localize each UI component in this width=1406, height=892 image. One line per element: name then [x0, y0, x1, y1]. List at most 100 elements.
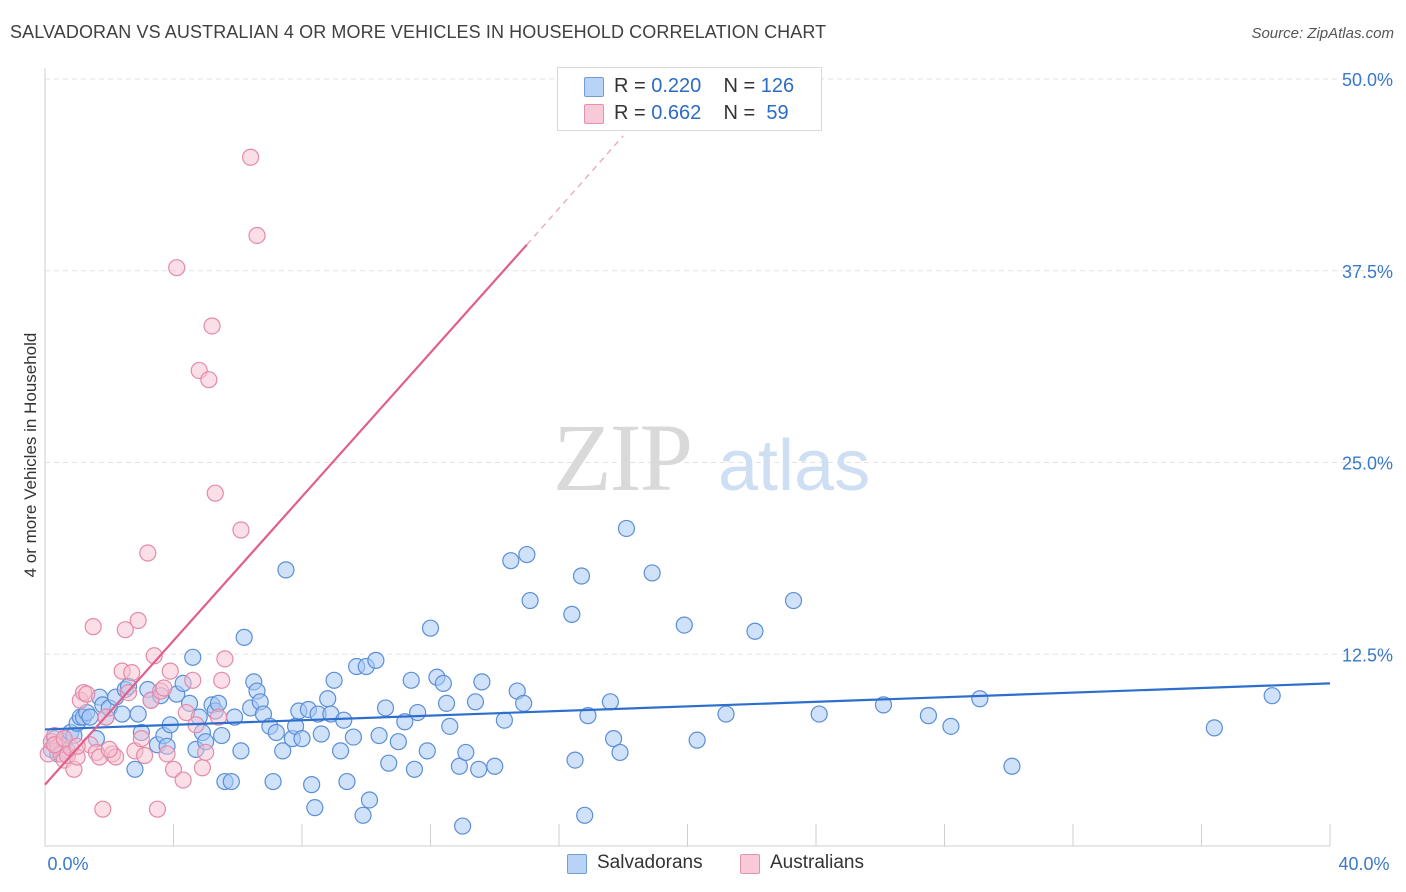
data-point-salvadorans [129, 705, 147, 723]
data-point-australians [248, 226, 266, 245]
data-point-salvadorans [402, 671, 420, 689]
watermark: ZIP atlas [553, 404, 870, 511]
data-point-australians [100, 740, 118, 758]
data-point-salvadorans [213, 726, 231, 745]
n-value: 126 [760, 75, 795, 97]
r-label: R = [614, 102, 652, 124]
data-point-salvadorans [264, 772, 282, 791]
data-point-salvadorans [454, 817, 472, 835]
data-point-australians [216, 650, 234, 668]
legend-swatch-blue [567, 854, 587, 874]
y-tick-label: 25.0% [1342, 454, 1393, 474]
r-value: 0.220 [651, 75, 702, 97]
data-point-salvadorans [502, 552, 520, 570]
r-label: R = [614, 75, 652, 97]
n-value: 59 [760, 102, 789, 124]
data-point-salvadorans [601, 693, 620, 711]
data-point-salvadorans [405, 760, 424, 778]
data-point-salvadorans [235, 628, 253, 646]
data-point-australians [193, 759, 212, 777]
data-point-salvadorans [325, 671, 343, 689]
data-point-salvadorans [521, 591, 539, 610]
data-point-australians [148, 800, 167, 818]
legend-label-australians: Australians [770, 852, 864, 873]
watermark-atlas: atlas [718, 426, 870, 506]
data-point-australians [68, 737, 86, 755]
data-point-salvadorans [486, 757, 504, 775]
data-point-salvadorans [335, 711, 353, 729]
series-legend: Salvadorans Australians [0, 852, 1406, 878]
data-point-salvadorans [473, 673, 491, 691]
data-point-australians [168, 259, 186, 277]
data-point-australians [197, 743, 215, 762]
y-tick-label: 37.5% [1342, 262, 1393, 282]
data-point-australians [78, 685, 96, 703]
data-point-australians [213, 671, 231, 689]
data-point-salvadorans [942, 717, 960, 735]
data-point-salvadorans [611, 743, 629, 762]
data-point-salvadorans [572, 567, 591, 585]
watermark-zip: ZIP [553, 404, 691, 511]
data-point-salvadorans [518, 545, 536, 564]
data-point-australians [232, 521, 250, 539]
data-point-salvadorans [919, 707, 938, 725]
legend-swatch-pink [584, 104, 604, 124]
data-point-salvadorans [746, 622, 764, 640]
data-point-salvadorans [184, 648, 202, 666]
data-point-salvadorans [457, 743, 475, 762]
data-point-australians [164, 760, 183, 778]
data-point-salvadorans [293, 730, 311, 748]
legend-label-salvadorans: Salvadorans [597, 852, 703, 873]
data-point-salvadorans [450, 757, 469, 775]
legend-swatch-blue [584, 77, 604, 97]
data-point-salvadorans [370, 726, 388, 745]
legend-swatch-pink [740, 854, 760, 874]
data-point-australians [129, 611, 147, 630]
y-tick-label: 50.0% [1342, 70, 1393, 90]
data-point-australians [139, 544, 157, 562]
data-point-salvadorans [605, 730, 623, 748]
n-label: N = [723, 102, 761, 124]
data-point-salvadorans [376, 699, 395, 717]
chart-title: SALVADORAN VS AUSTRALIAN 4 OR MORE VEHIC… [10, 22, 827, 42]
trend-lines [44, 135, 1331, 786]
axes [44, 68, 1331, 847]
data-point-salvadorans [344, 728, 362, 746]
data-point-salvadorans [409, 703, 427, 722]
data-point-australians [158, 745, 176, 763]
data-point-australians [116, 621, 134, 639]
data-point-salvadorans [437, 694, 456, 712]
data-point-salvadorans [643, 564, 661, 582]
data-point-australians [206, 484, 224, 502]
data-point-salvadorans [1003, 757, 1021, 775]
data-point-salvadorans [688, 731, 706, 749]
data-point-salvadorans [874, 696, 893, 714]
series-australians [39, 148, 266, 818]
data-point-salvadorans [717, 705, 735, 723]
data-point-salvadorans [277, 561, 295, 579]
data-point-salvadorans [232, 742, 250, 760]
data-point-salvadorans [617, 519, 636, 538]
data-point-salvadorans [354, 806, 372, 824]
data-point-australians [242, 148, 260, 166]
data-point-australians [209, 708, 228, 726]
data-point-salvadorans [360, 791, 379, 809]
data-point-salvadorans [1263, 687, 1281, 705]
r-value: 0.662 [651, 102, 702, 124]
data-point-salvadorans [126, 760, 144, 778]
source-label: Source: ZipAtlas.com [1251, 25, 1394, 42]
data-point-salvadorans [312, 725, 330, 743]
data-point-australians [135, 746, 154, 765]
tick-labels: 12.5% 25.0% 37.5% 50.0% 0.0% 40.0% [47, 70, 1393, 874]
n-label: N = [723, 75, 761, 97]
data-point-salvadorans [222, 772, 240, 791]
data-point-salvadorans [810, 705, 828, 723]
data-point-salvadorans [418, 742, 436, 760]
data-point-australians [55, 730, 73, 748]
data-point-salvadorans [579, 707, 597, 725]
data-point-salvadorans [306, 799, 324, 817]
data-point-salvadorans [389, 733, 407, 751]
data-point-salvadorans [566, 751, 584, 769]
x-tick-label: 40.0% [1338, 854, 1389, 874]
